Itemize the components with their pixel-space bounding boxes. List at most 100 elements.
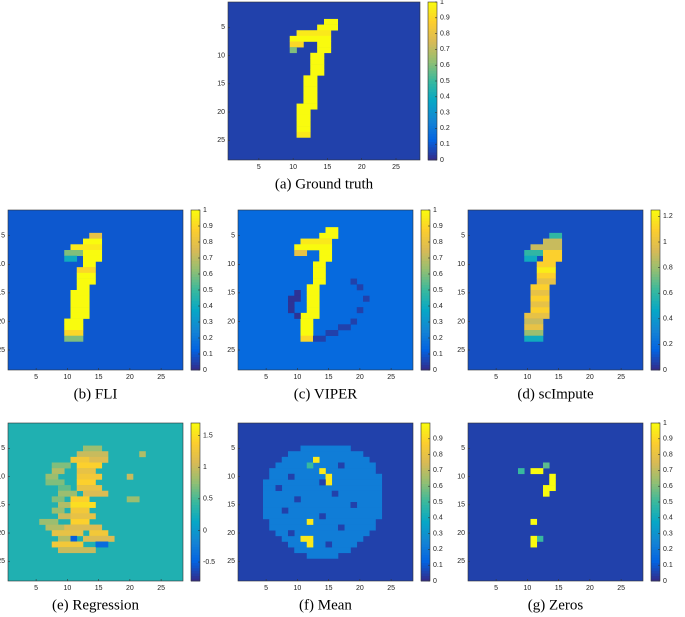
- colorbar-step: [651, 528, 660, 532]
- colorbar-step: [191, 303, 200, 307]
- colorbar-step: [421, 436, 430, 440]
- y-tick-label: 15: [227, 502, 235, 509]
- heatmap-cell: [83, 250, 103, 257]
- colorbar-step: [651, 276, 660, 280]
- colorbar-step: [191, 517, 200, 521]
- y-tick-label: 15: [227, 290, 235, 297]
- y-tick-label: 15: [457, 290, 465, 297]
- heatmap-cell: [306, 301, 320, 308]
- colorbar-step: [421, 499, 430, 503]
- colorbar-step: [651, 316, 660, 320]
- heatmap-cell: [313, 267, 326, 274]
- colorbar-step: [191, 467, 200, 471]
- colorbar-step: [191, 260, 200, 264]
- colorbar-step: [421, 274, 430, 278]
- heatmap-cell: [300, 335, 314, 342]
- colorbar-step: [421, 292, 430, 296]
- x-tick-label: 15: [555, 374, 563, 381]
- colorbar-step: [428, 57, 437, 61]
- colorbar-step: [421, 210, 430, 214]
- colorbar-step: [651, 475, 660, 479]
- colorbar-step: [421, 308, 430, 312]
- colorbar-step: [191, 428, 200, 432]
- colorbar-tick-label: 0.8: [663, 264, 673, 271]
- colorbar-tick-label: 0.9: [440, 15, 450, 22]
- heatmap-cell: [325, 541, 333, 548]
- colorbar-step: [651, 449, 660, 453]
- heatmap-cell: [275, 462, 376, 469]
- colorbar-step: [421, 549, 430, 553]
- heatmap-cell: [288, 307, 295, 314]
- heatmap-cell: [294, 290, 301, 297]
- colorbar-step: [651, 509, 660, 513]
- colorbar-step: [191, 446, 200, 450]
- colorbar-tick-label: 1: [433, 207, 437, 214]
- heatmap-cell: [356, 284, 364, 291]
- colorbar-step: [651, 523, 660, 527]
- heatmap-cell: [45, 524, 65, 531]
- colorbar-tick-label: 0: [433, 367, 437, 374]
- colorbar-tick-label: 0: [663, 367, 667, 374]
- heatmap-cell: [51, 541, 84, 548]
- colorbar-step: [651, 322, 660, 326]
- heatmap-cell: [89, 530, 109, 537]
- colorbar-step: [421, 300, 430, 304]
- colorbar-step: [651, 295, 660, 299]
- plot-frame: [227, 1, 421, 161]
- colorbar-step: [421, 538, 430, 542]
- colorbar-step: [428, 2, 437, 6]
- colorbar-step: [421, 343, 430, 347]
- colorbar-tick-label: 0.2: [663, 341, 673, 348]
- colorbar-step: [428, 7, 437, 11]
- colorbar-tick-label: 0.5: [440, 78, 450, 85]
- heatmap-cell: [530, 290, 550, 297]
- colorbar-step: [191, 578, 200, 582]
- colorbar-step: [428, 123, 437, 127]
- colorbar-tick-label: 1.5: [203, 432, 213, 439]
- heatmap-cell: [83, 445, 103, 452]
- colorbar-step: [651, 446, 660, 450]
- x-tick-label: 20: [356, 374, 364, 381]
- heatmap-cell: [70, 518, 90, 525]
- colorbar-step: [191, 231, 200, 235]
- heatmap-cell: [306, 290, 320, 297]
- x-tick-label: 15: [325, 374, 333, 381]
- colorbar-step: [421, 578, 430, 582]
- plot-frame: [237, 209, 414, 371]
- colorbar-step: [191, 290, 200, 294]
- colorbar-step: [421, 239, 430, 243]
- colorbar-step: [651, 533, 660, 537]
- colorbar-tick-label: 0.1: [663, 562, 673, 569]
- colorbar-step: [651, 348, 660, 352]
- colorbar-step: [428, 94, 437, 98]
- heatmap-cell: [76, 479, 96, 486]
- colorbar-step: [421, 359, 430, 363]
- colorbar-step: [191, 330, 200, 334]
- colorbar-step: [651, 486, 660, 490]
- colorbar-step: [191, 573, 200, 577]
- colorbar-step: [191, 287, 200, 291]
- colorbar-step: [421, 346, 430, 350]
- colorbar-step: [421, 449, 430, 453]
- heatmap-cell: [281, 507, 289, 514]
- colorbar-step: [428, 78, 437, 82]
- colorbar-step: [421, 559, 430, 563]
- colorbar-step: [651, 465, 660, 469]
- colorbar-tick-label: 0.4: [203, 303, 213, 310]
- colorbar-step: [651, 260, 660, 264]
- heatmap-cell: [543, 462, 550, 469]
- colorbar-step: [421, 266, 430, 270]
- colorbar-step: [421, 533, 430, 537]
- colorbar-step: [651, 287, 660, 291]
- colorbar-step: [651, 554, 660, 558]
- colorbar-step: [651, 530, 660, 534]
- y-tick-label: 10: [0, 261, 5, 268]
- colorbar-tick-label: 0.1: [433, 351, 443, 358]
- heatmap-cell: [543, 250, 563, 257]
- heatmap-cell: [524, 255, 538, 262]
- colorbar-step: [651, 367, 660, 371]
- heatmap-cell: [64, 255, 78, 262]
- colorbar-tick-label: 0.7: [440, 46, 450, 53]
- colorbar-step: [191, 282, 200, 286]
- colorbar-step: [651, 504, 660, 508]
